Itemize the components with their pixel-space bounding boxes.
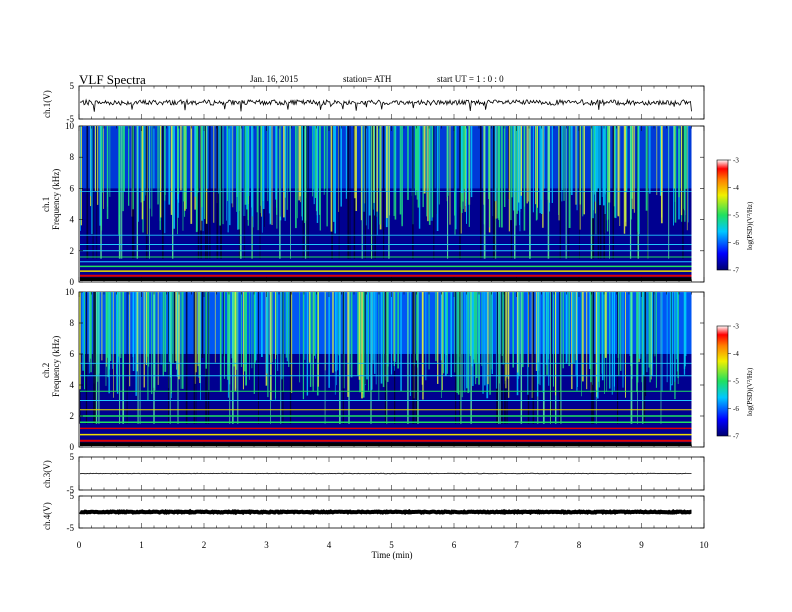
- trace-ch.4: [79, 508, 692, 516]
- ch2-spectrogram-ylabel-freq: Frequency (kHz): [51, 336, 61, 397]
- x-axis-label: Time (min): [372, 550, 413, 560]
- ch4-voltage-ylabel: ch.4(V): [42, 502, 52, 530]
- ch3-voltage-ylabel: ch.3(V): [42, 460, 52, 488]
- x-tick-label: 1: [139, 540, 144, 550]
- x-tick-label: 7: [514, 540, 519, 550]
- x-tick-label: 8: [577, 540, 582, 550]
- ch1-voltage-ylabel: ch.1(V): [42, 90, 52, 118]
- x-tick-label: 4: [327, 540, 332, 550]
- colorbar-ch2: [716, 325, 729, 437]
- x-tick-label: 3: [264, 540, 269, 550]
- trace-ch.3: [80, 472, 692, 475]
- time-series-traces: [79, 98, 692, 516]
- y-tick-label: -5: [67, 523, 75, 533]
- x-tick-label: 2: [202, 540, 207, 550]
- spectrogram-floor: [80, 277, 692, 281]
- ch2-spectrogram-ylabel-ch: ch.2: [41, 363, 51, 378]
- colorbar-tick-label: -5: [733, 378, 739, 386]
- y-tick-label: 2: [70, 246, 75, 256]
- colorbar-tick-label: -3: [733, 323, 739, 331]
- spectrogram-floor: [80, 442, 692, 446]
- y-tick-label: 10: [65, 287, 75, 297]
- y-tick-label: 6: [70, 349, 75, 359]
- station-label: station= ATH: [343, 74, 392, 84]
- y-tick-label: 5: [70, 491, 75, 501]
- y-tick-label: 6: [70, 183, 75, 193]
- colorbar-tick-label: -6: [733, 405, 739, 413]
- date-label: Jan. 16, 2015: [250, 74, 298, 84]
- spectrogram-ch1: [80, 126, 692, 281]
- x-tick-label: 10: [700, 540, 710, 550]
- spectrogram-ch2: [79, 292, 692, 446]
- colorbar-ch1-label: log(PSD)(V²/Hz): [746, 201, 754, 250]
- ch1-spectrogram-ylabel-ch: ch.1: [41, 197, 51, 212]
- colorbar-tick-label: -7: [733, 433, 739, 441]
- x-tick-label: 5: [389, 540, 394, 550]
- y-tick-label: 2: [70, 411, 75, 421]
- start-ut-label: start UT = 1 : 0 : 0: [437, 74, 504, 84]
- colorbar-tick-label: -6: [733, 239, 739, 247]
- y-tick-label: 4: [70, 380, 75, 390]
- trace-ch.1: [79, 98, 692, 112]
- colorbar-ch1: [716, 159, 729, 271]
- y-tick-label: 10: [65, 121, 75, 131]
- y-tick-label: -5: [67, 485, 75, 495]
- x-tick-label: 9: [639, 540, 644, 550]
- colorbar-tick-label: -4: [733, 350, 739, 358]
- colorbar-tick-label: -5: [733, 212, 739, 220]
- y-tick-label: -5: [67, 114, 75, 124]
- colorbar-tick-label: -4: [733, 184, 739, 192]
- colorbar-tick-label: -7: [733, 267, 739, 275]
- colorbar-ticks: -3 -4 -5 -6 -7 -3 -4 -5 -6 -7: [728, 157, 739, 441]
- y-tick-label: 8: [70, 318, 75, 328]
- y-tick-label: 8: [70, 152, 75, 162]
- ch1-spectrogram-ylabel-freq: Frequency (kHz): [51, 169, 61, 230]
- y-tick-label: 5: [70, 452, 75, 462]
- y-tick-label: 5: [70, 81, 75, 91]
- figure-title: VLF Spectra: [79, 72, 146, 87]
- colorbar-ch2-label: log(PSD)(V²/Hz): [746, 367, 754, 416]
- x-tick-label: 0: [77, 540, 82, 550]
- colorbar-tick-label: -3: [733, 157, 739, 165]
- x-tick-label: 6: [452, 540, 457, 550]
- y-tick-label: 4: [70, 215, 75, 225]
- y-tick-label: 0: [70, 277, 75, 287]
- y-tick-label: 0: [70, 442, 75, 452]
